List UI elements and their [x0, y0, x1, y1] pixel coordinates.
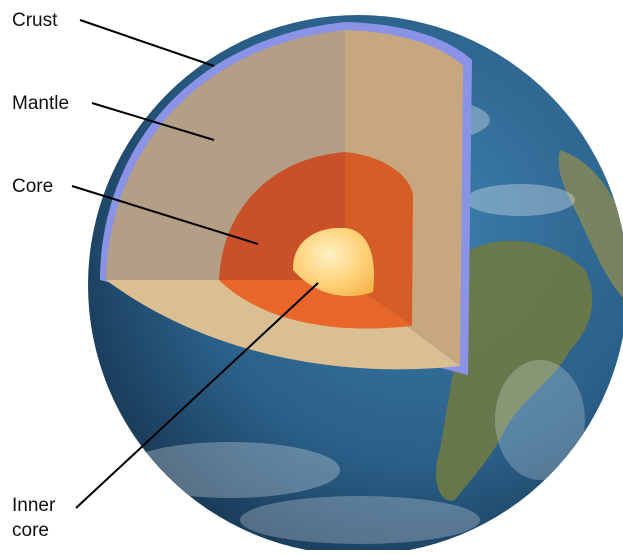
crust-label: Crust	[12, 10, 58, 31]
mantle-label: Mantle	[12, 93, 70, 114]
cloud	[495, 360, 585, 480]
inner-core-label-line1: Inner	[12, 495, 56, 516]
inner-core-layer	[292, 227, 375, 297]
inner-core-label: Inner core	[12, 493, 55, 543]
inner-core-leader-line	[75, 282, 319, 509]
core-floor	[219, 280, 412, 329]
mantle-leader-line	[91, 102, 215, 141]
cloud	[465, 184, 575, 216]
landmass-east	[558, 150, 623, 300]
core-leader-line	[71, 185, 259, 245]
crust-leader-line	[79, 19, 215, 67]
inner-core-label-line2: core	[12, 520, 49, 541]
cloud	[120, 442, 340, 498]
cloud	[240, 496, 480, 544]
core-label: Core	[12, 176, 54, 197]
leader-lines	[71, 19, 319, 509]
south-america-landmass	[435, 240, 593, 501]
cutaway-wedge	[100, 22, 472, 375]
